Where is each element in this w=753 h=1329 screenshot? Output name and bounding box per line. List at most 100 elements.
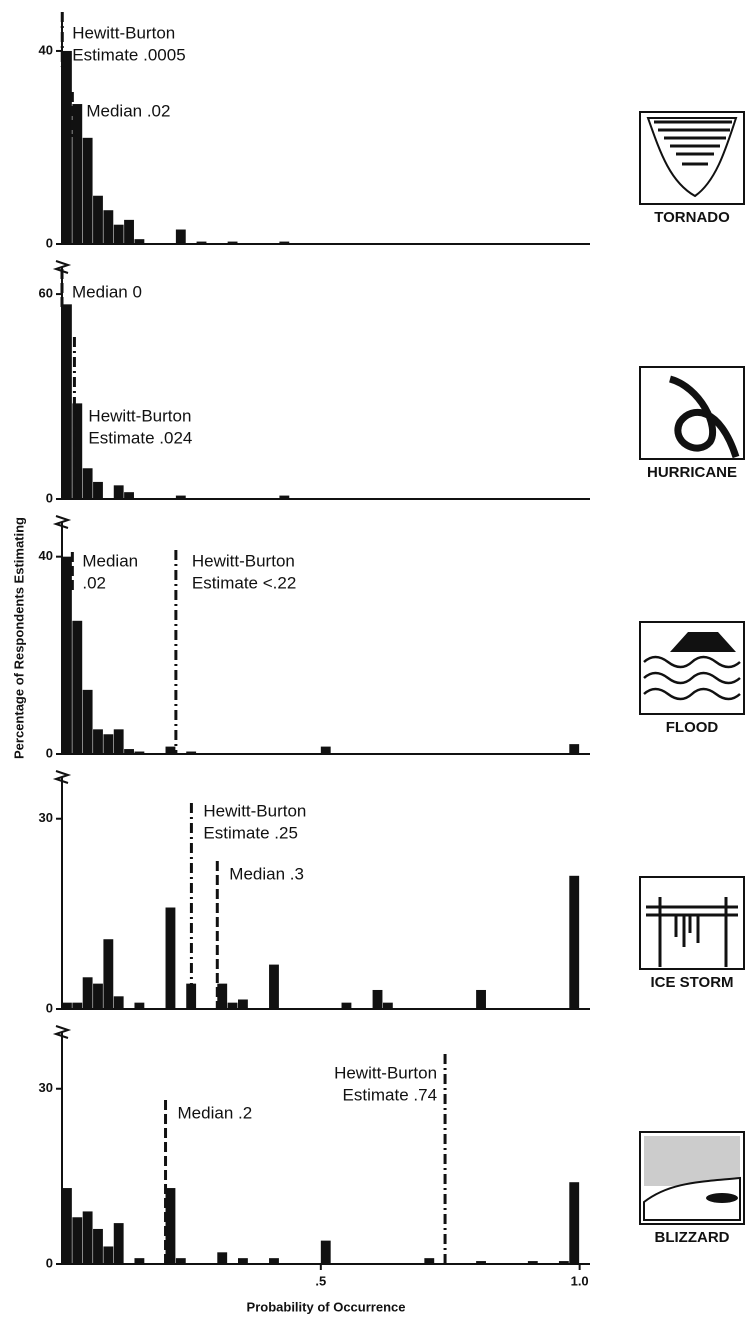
bar	[103, 1246, 113, 1264]
bar	[62, 1003, 72, 1009]
bar	[476, 990, 486, 1009]
bar	[93, 196, 103, 244]
annotation-text: Hewitt-Burton	[203, 801, 306, 820]
hazard-label: TORNADO	[654, 209, 730, 226]
bar	[62, 1188, 72, 1264]
y-tick-label: 0	[46, 745, 53, 760]
annotation-text: Median 0	[72, 282, 142, 301]
bar	[124, 749, 134, 754]
bar	[279, 496, 289, 499]
y-tick-label: 40	[39, 42, 53, 57]
bar	[124, 492, 134, 499]
y-tick-label: 30	[39, 1080, 53, 1095]
annotation-text: Estimate .024	[88, 428, 192, 447]
hazard-icon	[640, 877, 744, 969]
bar	[269, 1258, 279, 1264]
y-tick-label: 0	[46, 490, 53, 505]
bar	[424, 1258, 434, 1264]
bar	[72, 1003, 82, 1009]
bar	[342, 1003, 352, 1009]
bar	[186, 752, 196, 754]
annotation-text: Estimate .25	[203, 823, 297, 842]
y-tick-label: 30	[39, 810, 53, 825]
bar	[176, 1258, 186, 1264]
bar	[83, 690, 93, 754]
annotation-text: Estimate .0005	[72, 45, 185, 64]
annotation-text: Estimate .74	[343, 1085, 438, 1104]
bar	[373, 990, 383, 1009]
bar	[383, 1003, 393, 1009]
bar	[114, 1223, 124, 1264]
y-axis-label: Percentage of Respondents Estimating	[11, 517, 26, 759]
bar	[114, 729, 124, 754]
bar	[569, 744, 579, 754]
annotation-text: Hewitt-Burton	[334, 1063, 437, 1082]
annotation-text: Median .02	[86, 101, 170, 120]
annotation-text: Median .3	[229, 864, 304, 883]
x-tick-label: 1.0	[571, 1273, 589, 1288]
bar	[228, 242, 238, 244]
bar	[93, 1229, 103, 1264]
annotation-text: Hewitt-Burton	[72, 23, 175, 42]
x-tick-label: .5	[315, 1273, 326, 1288]
bar	[62, 557, 72, 754]
bar	[103, 734, 113, 754]
bar	[114, 485, 124, 499]
bar	[83, 1211, 93, 1264]
bar	[569, 1182, 579, 1264]
bar	[83, 138, 93, 244]
hazard-label: FLOOD	[666, 719, 719, 736]
bar	[134, 752, 144, 754]
annotation-text: .02	[82, 573, 106, 592]
annotation-text: Median .2	[178, 1103, 253, 1122]
bar	[238, 1258, 248, 1264]
hazard-label: BLIZZARD	[655, 1229, 730, 1246]
bar	[321, 747, 331, 754]
annotation-text: Estimate <.22	[192, 573, 296, 592]
hazard-icon	[640, 622, 744, 714]
bar	[93, 482, 103, 499]
y-tick-label: 0	[46, 1000, 53, 1015]
bar	[476, 1261, 486, 1264]
bar	[176, 496, 186, 499]
hazard-icon	[640, 367, 744, 459]
bar	[134, 1003, 144, 1009]
bar	[124, 220, 134, 244]
bar	[93, 984, 103, 1009]
bar	[528, 1261, 538, 1264]
y-tick-label: 60	[39, 286, 53, 301]
bar	[134, 239, 144, 244]
chart: 0 40 Hewitt-Burton Estimate .0005 Median .02…	[0, 0, 753, 1329]
bar	[72, 621, 82, 754]
bar	[114, 996, 124, 1009]
bar	[134, 1258, 144, 1264]
bar	[103, 939, 113, 1009]
y-tick-label: 0	[46, 1255, 53, 1270]
bar	[176, 230, 186, 244]
bar	[238, 999, 248, 1009]
y-tick-label: 40	[39, 548, 53, 563]
bar	[114, 225, 124, 244]
annotation-text: Median	[82, 551, 138, 570]
axis-break	[56, 1026, 68, 1038]
axis-break	[56, 516, 68, 528]
bar	[321, 1241, 331, 1264]
bar	[166, 747, 176, 754]
bar	[559, 1261, 569, 1264]
bar	[279, 242, 289, 244]
y-tick-label: 0	[46, 235, 53, 250]
bar	[103, 210, 113, 244]
axis-break	[56, 771, 68, 783]
bar	[166, 908, 176, 1009]
hazard-label: HURRICANE	[647, 464, 737, 481]
bar	[197, 242, 207, 244]
bar	[62, 304, 72, 499]
hazard-icon	[640, 1132, 744, 1224]
bar	[93, 729, 103, 754]
annotation-text: Hewitt-Burton	[88, 406, 191, 425]
bar	[217, 1252, 227, 1264]
bar	[83, 977, 93, 1009]
bar	[228, 1003, 238, 1009]
bar	[569, 876, 579, 1009]
hazard-label: ICE STORM	[650, 974, 733, 991]
